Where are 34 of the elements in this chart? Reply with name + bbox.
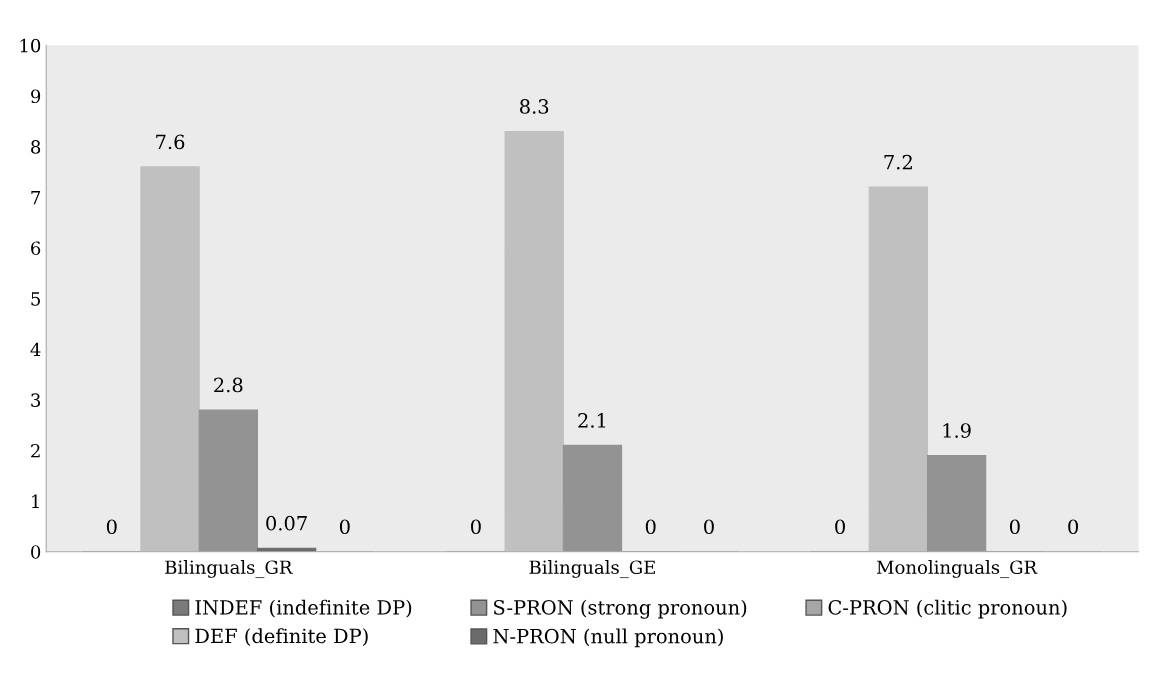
y-tick-label: 0 (31, 545, 41, 559)
legend-label: S-PRON (strong pronoun) (494, 599, 747, 619)
data-label: 0 (645, 519, 656, 535)
legend-label: N-PRON (null pronoun) (493, 628, 723, 648)
data-label: 0 (471, 519, 481, 535)
data-label: 8.3 (520, 99, 549, 114)
legend-label: DEF (definite DP) (195, 628, 368, 646)
data-label: 7.2 (884, 154, 912, 170)
data-label: 0 (1009, 519, 1020, 535)
data-label: 2.1 (578, 413, 606, 428)
data-label: 0.07 (266, 515, 307, 531)
y-tick-label: 5 (31, 292, 40, 306)
y-tick-label: 7 (31, 190, 41, 205)
x-tick-label: Bilinguals_GE (529, 560, 655, 579)
y-tick-label: 10 (20, 38, 41, 53)
data-label: 0 (704, 519, 714, 535)
y-tick-label: 2 (31, 443, 40, 458)
x-tick-label: Monolinguals_GR (876, 560, 1038, 579)
data-label: 1.9 (943, 423, 971, 438)
data-label: 0 (106, 519, 117, 535)
y-tick-label: 4 (30, 342, 41, 357)
y-tick-label: 6 (31, 241, 41, 256)
legend-label: C-PRON (clitic pronoun) (828, 599, 1067, 619)
y-tick-label: 1 (32, 494, 39, 508)
legend-label: INDEF (indefinite DP) (195, 599, 412, 618)
data-label: 7.6 (156, 134, 185, 150)
y-tick-label: 9 (31, 89, 41, 104)
data-label: 0 (835, 519, 845, 535)
x-tick-label: Bilinguals_GR (165, 560, 293, 579)
data-label: 0 (1068, 519, 1079, 535)
y-tick-label: 3 (31, 393, 41, 407)
data-label: 2.8 (214, 377, 243, 393)
y-tick-label: 8 (31, 140, 41, 154)
data-label: 0 (339, 519, 350, 535)
